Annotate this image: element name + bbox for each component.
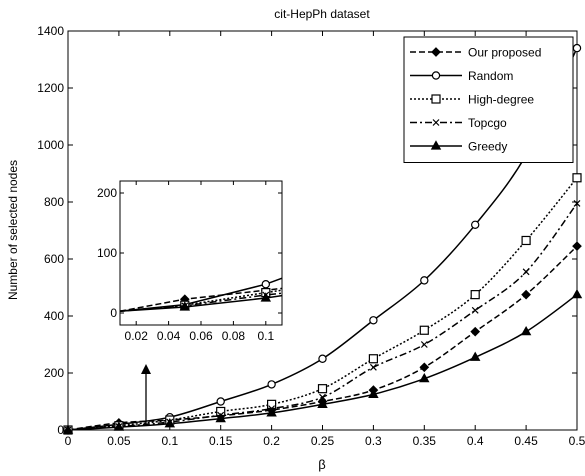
y-tick-label: 400 xyxy=(44,309,64,323)
data-point-greedy xyxy=(215,412,226,423)
data-point-greedy xyxy=(113,421,125,431)
x-tick-label: 0.05 xyxy=(107,434,131,448)
legend-marker-greedy xyxy=(430,140,442,150)
inset-data-point-greedy xyxy=(179,301,191,311)
data-point-greedy xyxy=(419,372,430,383)
x-tick-label: 0 xyxy=(65,434,72,448)
series-line-random xyxy=(68,47,577,430)
x-tick-label: 0.4 xyxy=(467,434,484,448)
x-tick-label: 0.25 xyxy=(311,434,335,448)
legend-item-random: Random xyxy=(410,69,513,83)
data-point-topcgo xyxy=(369,363,377,371)
x-axis-label: β xyxy=(318,457,325,472)
data-point-greedy xyxy=(317,398,328,408)
inset-y-tick-label: 100 xyxy=(97,246,117,260)
data-point-greedy xyxy=(164,418,176,428)
inset-x-tick-label: 0.04 xyxy=(157,329,181,343)
data-point-topcgo xyxy=(471,306,479,314)
y-tick-label: 200 xyxy=(44,366,64,380)
y-tick-label: 1400 xyxy=(37,24,64,38)
inset-x-tick-label: 0.02 xyxy=(125,329,149,343)
legend-marker-random xyxy=(431,71,441,80)
x-tick-label: 0.15 xyxy=(209,434,233,448)
data-point-topcgo xyxy=(522,268,530,276)
data-point-topcgo xyxy=(420,341,428,348)
legend-marker-our-proposed xyxy=(431,47,441,57)
legend-marker-high-degree xyxy=(431,94,441,104)
data-point-high-degree xyxy=(521,235,531,246)
legend-label-high-degree: High-degree xyxy=(468,93,534,107)
data-point-high-degree xyxy=(317,384,328,394)
y-tick-label: 0 xyxy=(57,423,64,437)
data-point-greedy xyxy=(520,325,532,336)
x-tick-label: 0.2 xyxy=(263,434,280,448)
y-tick-label: 800 xyxy=(44,195,64,209)
y-tick-label: 600 xyxy=(44,252,64,266)
x-tick-label: 0.45 xyxy=(514,434,538,448)
series-line-high-degree xyxy=(68,177,577,430)
x-tick-label: 0.3 xyxy=(365,434,382,448)
data-point-random xyxy=(420,276,429,285)
inset-series-line-our-proposed xyxy=(120,287,282,312)
data-point-high-degree xyxy=(470,290,480,300)
data-point-high-degree xyxy=(572,173,582,183)
y-axis-label: Number of selected nodes xyxy=(6,160,20,300)
series-line-topcgo xyxy=(68,202,577,430)
inset-arrow-head xyxy=(141,364,151,374)
x-tick-label: 0.35 xyxy=(413,434,437,448)
inset-y-tick-label: 200 xyxy=(97,186,117,200)
inset-series-line-greedy xyxy=(120,294,282,312)
inset-x-tick-label: 0.1 xyxy=(257,329,274,343)
inset-y-tick-label: 0 xyxy=(110,306,117,320)
inset-x-tick-label: 0.06 xyxy=(189,329,213,343)
data-point-random xyxy=(216,397,225,406)
data-point-greedy xyxy=(368,388,379,398)
data-point-our-proposed xyxy=(572,241,582,252)
legend-label-topcgo: Topcgo xyxy=(468,116,507,130)
x-tick-label: 0.1 xyxy=(161,434,178,448)
data-point-random xyxy=(572,43,582,53)
x-tick-label: 0.5 xyxy=(569,434,585,448)
data-point-high-degree xyxy=(368,354,378,364)
legend-label-greedy: Greedy xyxy=(468,140,507,154)
inset-series-group xyxy=(120,277,282,312)
data-point-random xyxy=(267,380,276,389)
data-point-greedy xyxy=(62,424,74,434)
data-point-high-degree xyxy=(267,399,277,409)
data-point-our-proposed xyxy=(419,362,430,373)
data-point-high-degree xyxy=(419,325,429,335)
data-point-random xyxy=(318,354,327,363)
legend-label-our-proposed: Our proposed xyxy=(468,46,541,60)
data-point-greedy xyxy=(469,351,481,361)
legend-label-random: Random xyxy=(468,69,513,83)
data-point-greedy xyxy=(571,288,583,299)
data-point-our-proposed xyxy=(521,289,531,300)
legend-item-topcgo: Topcgo xyxy=(410,116,507,130)
y-tick-label: 1000 xyxy=(37,138,64,152)
legend-item-high-degree: High-degree xyxy=(410,93,534,107)
inset-x-tick-label: 0.08 xyxy=(222,329,246,343)
y-tick-label: 1200 xyxy=(37,81,64,95)
chart-title: cit-HepPh dataset xyxy=(274,7,370,21)
data-point-our-proposed xyxy=(470,326,481,337)
data-point-random xyxy=(471,220,480,229)
data-point-random xyxy=(369,316,378,325)
legend-item-our-proposed: Our proposed xyxy=(410,46,541,60)
data-point-topcgo xyxy=(573,200,581,207)
legend-item-greedy: Greedy xyxy=(410,140,507,154)
data-point-topcgo xyxy=(319,393,326,401)
legend-marker-topcgo xyxy=(432,119,440,126)
inset-data-point-random xyxy=(261,280,270,289)
inset-data-point-greedy xyxy=(260,292,272,302)
data-point-greedy xyxy=(266,407,277,417)
